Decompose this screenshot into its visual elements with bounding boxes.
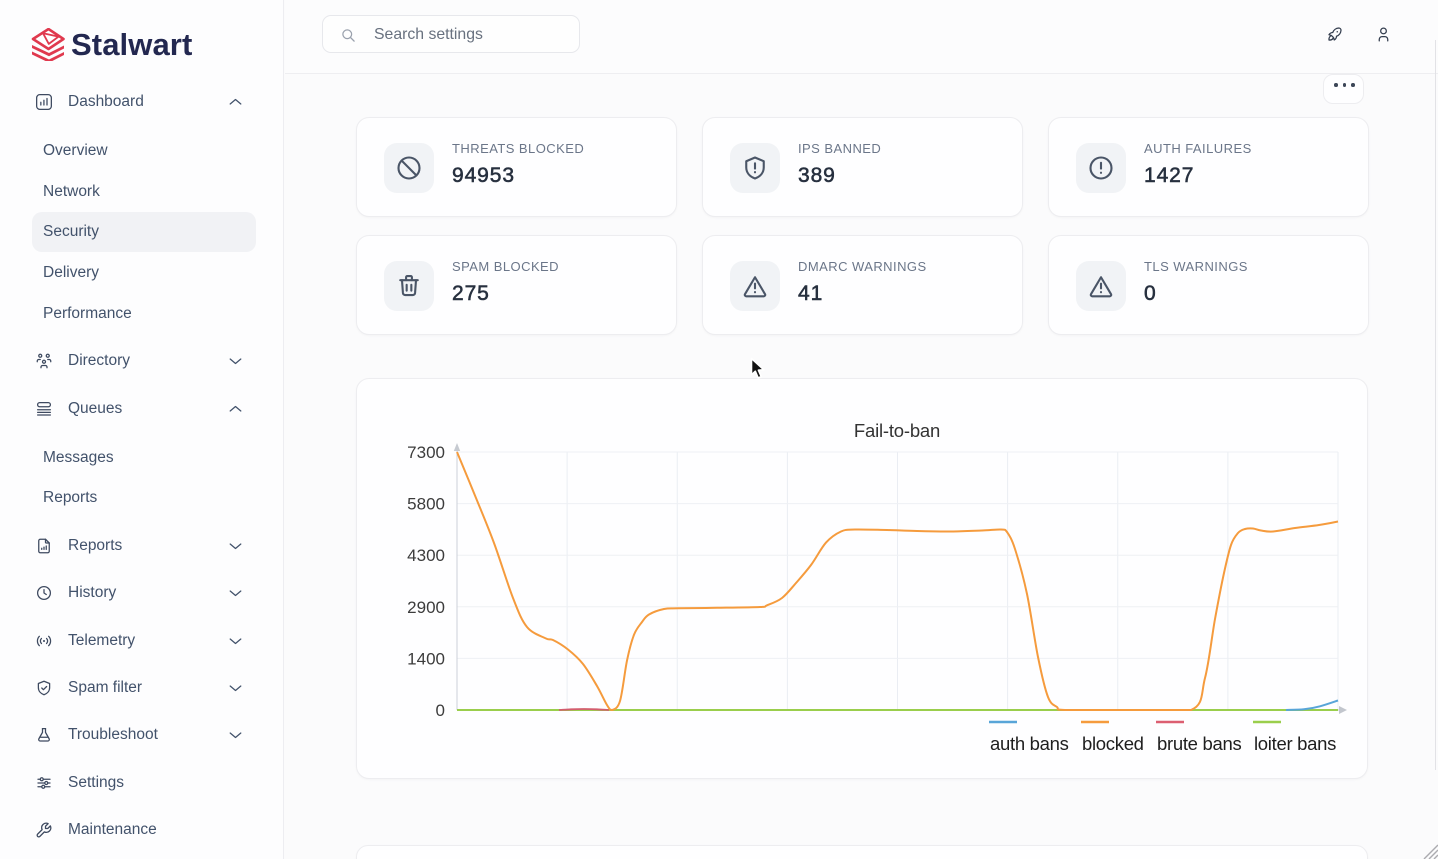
svg-text:brute bans: brute bans [1157, 733, 1241, 754]
svg-text:2900: 2900 [407, 598, 445, 617]
svg-text:5800: 5800 [407, 495, 445, 514]
svg-text:4300: 4300 [407, 546, 445, 565]
svg-text:7300: 7300 [407, 443, 445, 462]
svg-text:auth bans: auth bans [990, 733, 1069, 754]
svg-text:blocked: blocked [1082, 733, 1144, 754]
svg-text:loiter bans: loiter bans [1254, 733, 1336, 754]
svg-text:0: 0 [436, 701, 445, 720]
svg-text:1400: 1400 [407, 649, 445, 668]
svg-text:Fail-to-ban: Fail-to-ban [854, 420, 940, 441]
